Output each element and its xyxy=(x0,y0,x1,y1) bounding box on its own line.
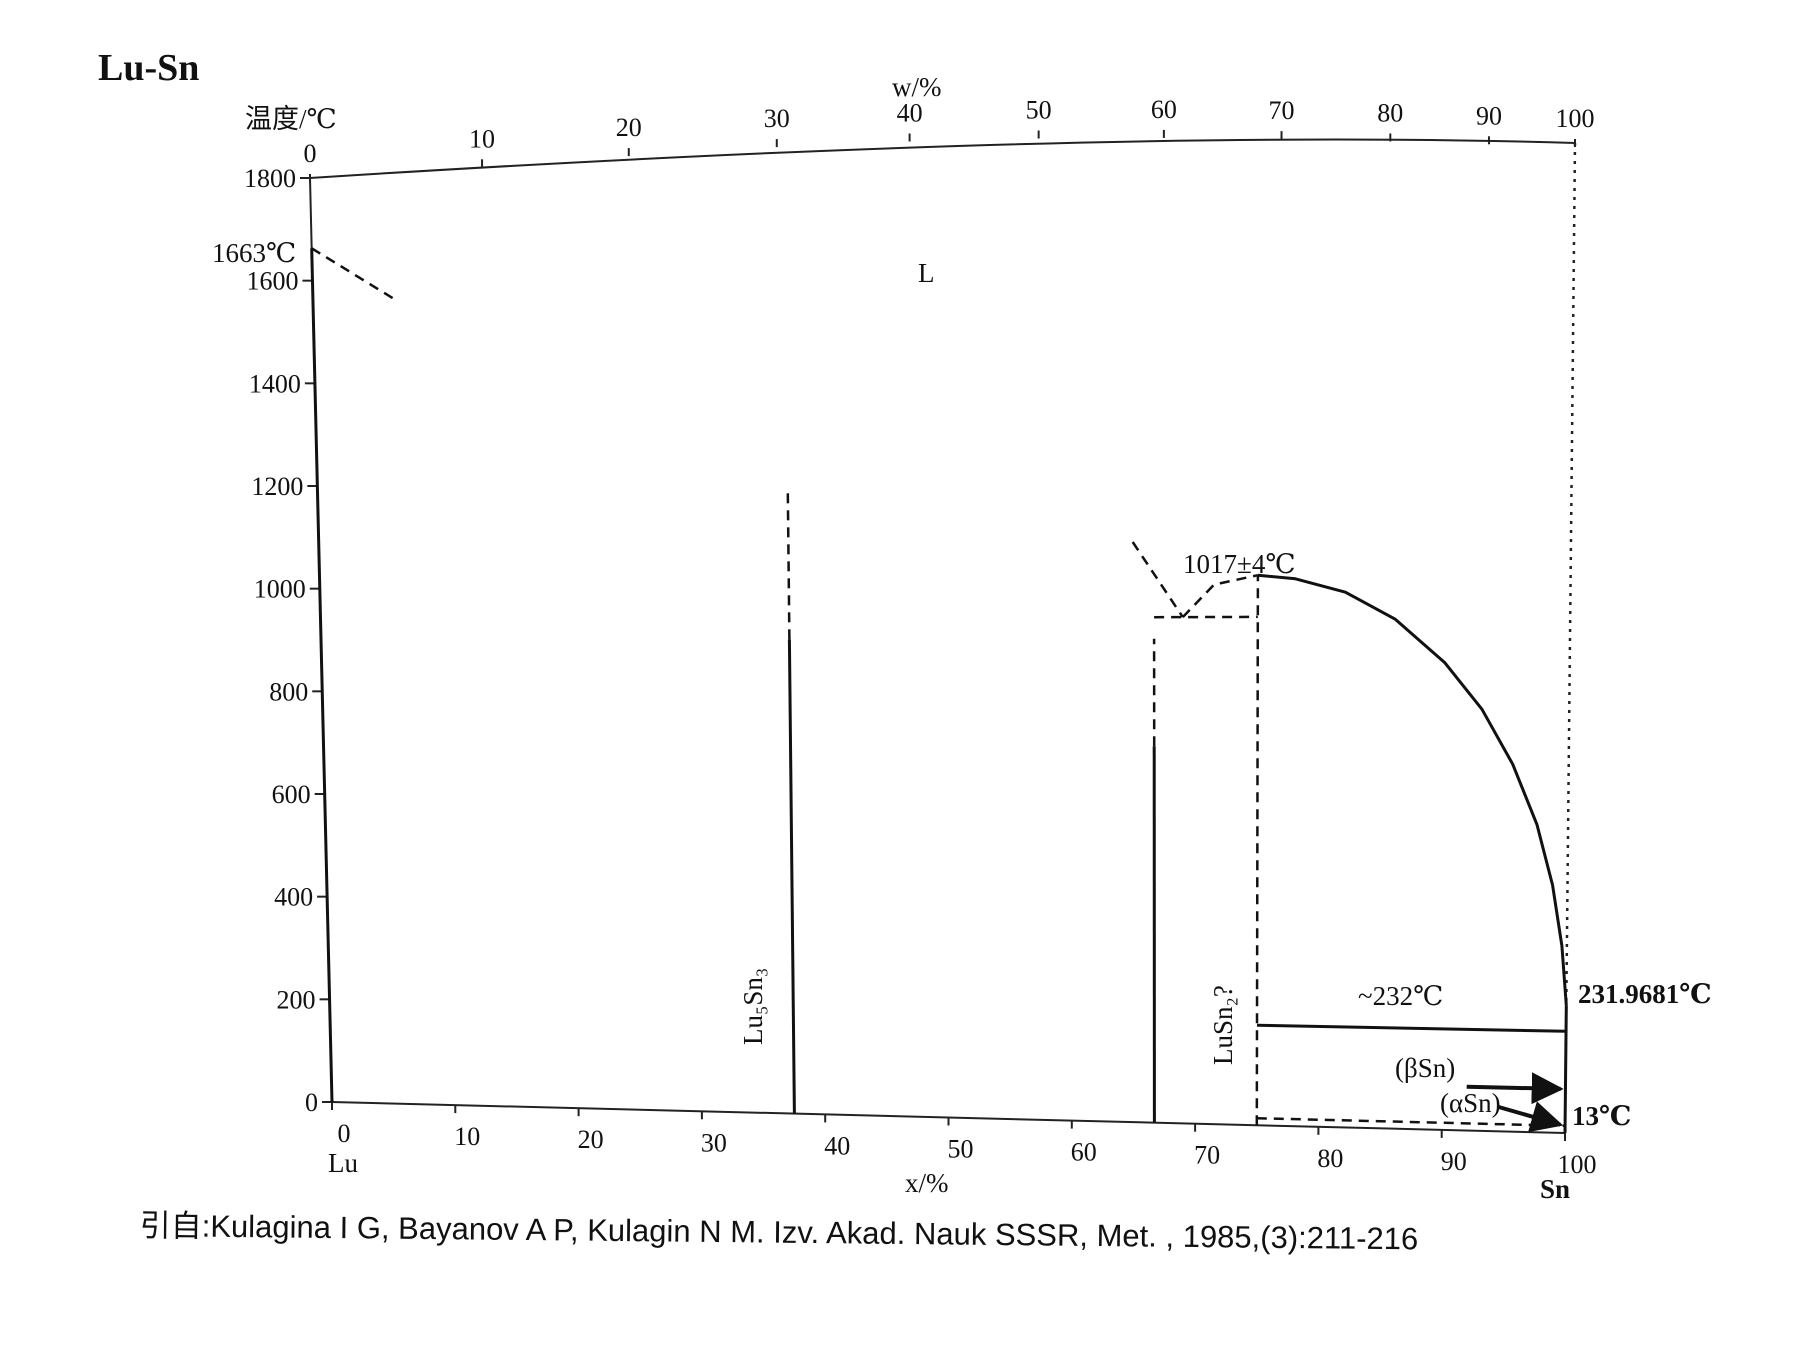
phase-boundary-11 xyxy=(1256,1023,1567,1033)
y-tick-label: 200 xyxy=(277,985,316,1014)
y-tick-label: 0 xyxy=(305,1088,318,1117)
x-top-tick-label: 90 xyxy=(1476,101,1502,130)
x-top-tick-label: 20 xyxy=(616,113,642,142)
phase-boundary-10 xyxy=(1257,573,1568,1006)
x-bottom-tick-label: 30 xyxy=(701,1128,727,1157)
lusn2-label: LuSn₂? xyxy=(1208,985,1238,1065)
alpha-sn-arrow xyxy=(1496,1101,1564,1133)
left-element-label: Lu xyxy=(328,1148,358,1178)
sn-melting-label: 231.9681℃ xyxy=(1578,979,1712,1009)
chart-title: Lu-Sn xyxy=(98,47,199,89)
x-bottom-tick-label: 100 xyxy=(1558,1150,1597,1179)
x-top-tick-label: 0 xyxy=(304,139,317,168)
eutectic-label: ~232℃ xyxy=(1358,981,1443,1011)
right-axis xyxy=(1563,142,1577,1134)
x-top-tick-label: 70 xyxy=(1269,96,1295,125)
phase-boundary-12 xyxy=(1563,1005,1568,1134)
beta-sn-arrow xyxy=(1466,1072,1564,1105)
lu5sn3-label: Lu₅Sn₃ xyxy=(738,968,768,1045)
x-bottom-tick-label: 40 xyxy=(824,1131,850,1160)
x-bottom-tick-label: 90 xyxy=(1441,1147,1467,1176)
y-axis-label: 温度/℃ xyxy=(245,104,337,134)
x-bottom-axis-label: x/% xyxy=(905,1168,949,1198)
x-bottom-tick-label: 0 xyxy=(338,1119,351,1148)
y-tick-label: 1200 xyxy=(251,472,303,501)
x-top-tick-label: 40 xyxy=(897,98,923,127)
y-tick-label: 1400 xyxy=(249,369,301,398)
y-tick-label: 800 xyxy=(269,677,308,706)
x-top-tick-label: 50 xyxy=(1026,96,1052,125)
phase-boundary-0 xyxy=(311,247,396,301)
peritectic-label: 1017±4℃ xyxy=(1183,549,1296,579)
x-bottom-tick-label: 80 xyxy=(1317,1144,1343,1173)
x-top-tick-label: 10 xyxy=(469,124,495,153)
x-bottom-axis-ticks: 0 10 20 30 40 50 60 70 80 90 100 xyxy=(331,1102,1597,1179)
alpha-sn-label: (αSn) xyxy=(1440,1088,1501,1118)
beta-sn-label: (βSn) xyxy=(1395,1053,1455,1083)
top-axis xyxy=(309,138,1576,179)
x-bottom-tick-label: 10 xyxy=(454,1122,480,1151)
phase-boundaries xyxy=(310,247,1568,1134)
x-bottom-tick-label: 50 xyxy=(948,1135,974,1164)
liquid-label: L xyxy=(918,258,935,288)
phase-boundary-8 xyxy=(1131,541,1184,618)
x-bottom-tick-label: 20 xyxy=(578,1125,604,1154)
x-top-axis-ticks: 0 10 20 30 40 50 60 70 80 90 100 xyxy=(304,95,1595,182)
phase-boundary-1 xyxy=(310,248,334,1103)
y-tick-label: 1000 xyxy=(254,575,306,604)
y-tick-label: 400 xyxy=(274,883,313,912)
x-bottom-tick-label: 70 xyxy=(1194,1141,1220,1170)
phase-boundary-13 xyxy=(1256,1116,1566,1128)
x-top-tick-label: 80 xyxy=(1377,98,1403,127)
x-top-axis-label: w/% xyxy=(892,72,942,102)
phase-boundary-2 xyxy=(786,491,791,640)
transition-label: 13℃ xyxy=(1572,1101,1631,1131)
x-bottom-tick-label: 60 xyxy=(1071,1138,1097,1167)
y-axis-ticks: 0 200 400 600 800 1000 1200 1400 1600 1800 xyxy=(244,164,332,1117)
y-tick-label: 1600 xyxy=(246,267,298,296)
x-top-tick-label: 60 xyxy=(1151,95,1177,124)
x-top-tick-label: 30 xyxy=(764,104,790,133)
phase-boundary-7 xyxy=(1255,575,1260,1126)
phase-boundary-9 xyxy=(1181,573,1259,618)
phase-boundary-3 xyxy=(787,639,796,1114)
right-element-label: Sn xyxy=(1540,1174,1570,1204)
y-tick-label: 1800 xyxy=(244,164,296,193)
lu-melting-label: 1663℃ xyxy=(212,238,296,268)
phase-arrows xyxy=(1466,1072,1564,1133)
y-tick-label: 600 xyxy=(272,780,311,809)
x-top-tick-label: 100 xyxy=(1556,104,1595,133)
